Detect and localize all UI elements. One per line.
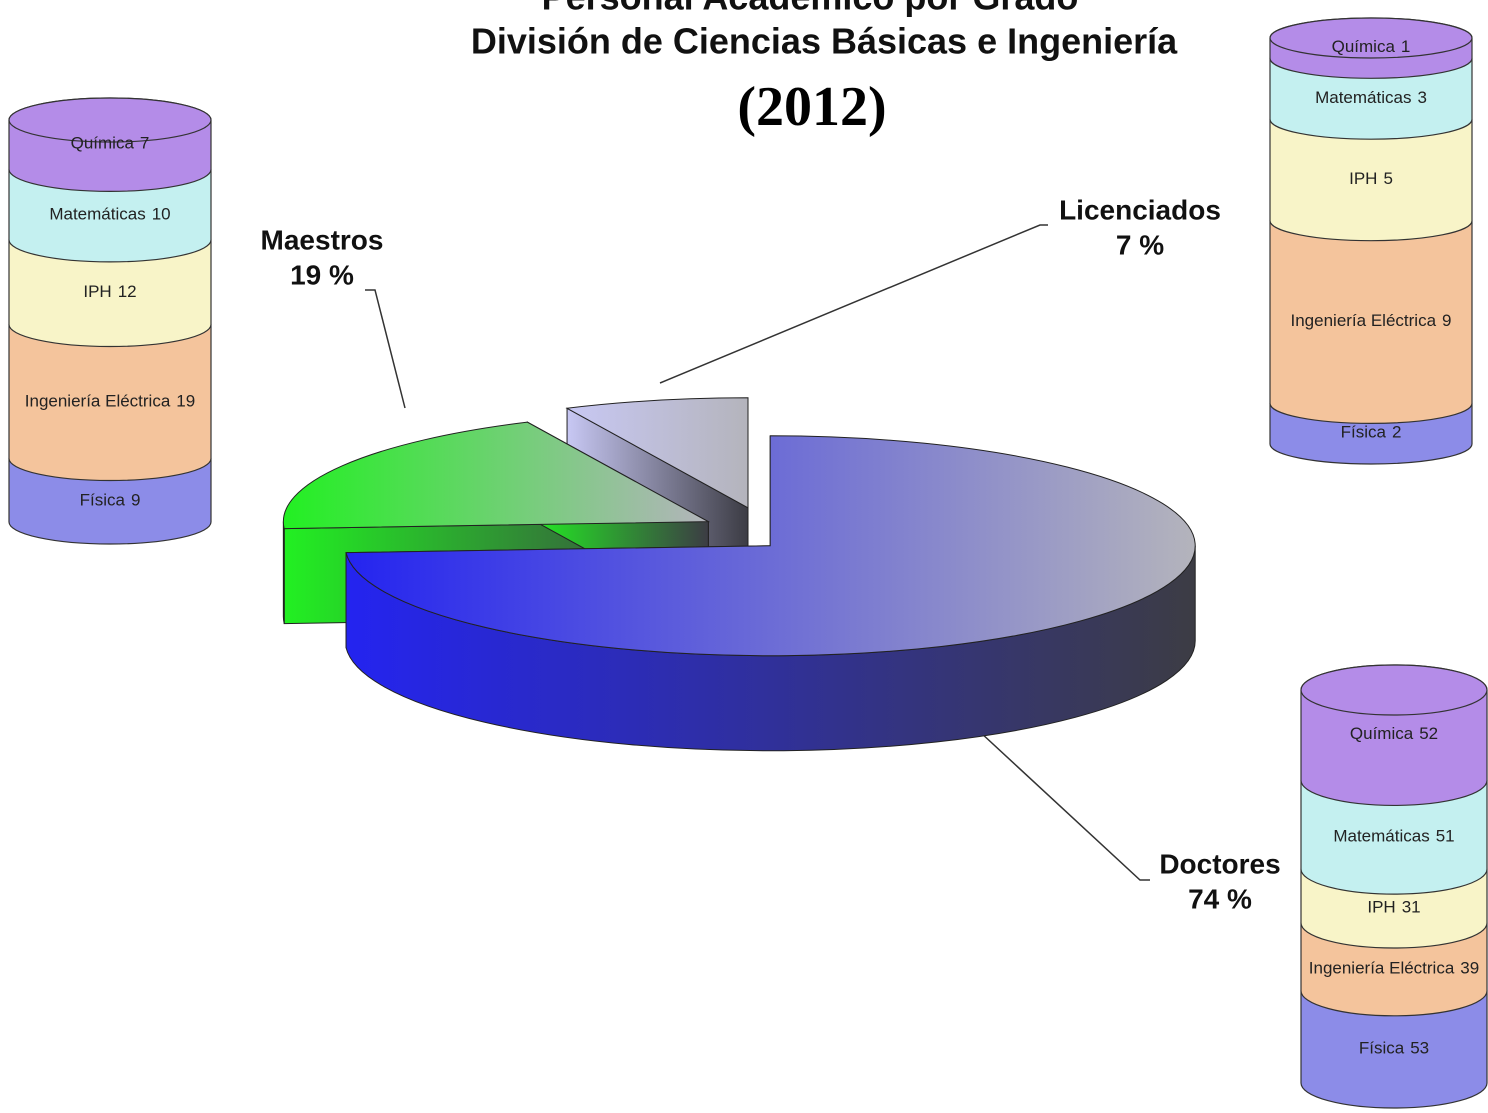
chart-title: Personal Académico por Grado (542, 0, 1079, 18)
segment-name: Física (1341, 423, 1387, 442)
pie-slice (282, 421, 711, 530)
segment-label: Ingeniería Eléctrica 9 (1291, 312, 1452, 331)
segment-name: Matemáticas (49, 205, 145, 224)
segment-value: 9 (1442, 312, 1451, 331)
slice-label: Maestros (261, 224, 384, 255)
segment-value: 9 (131, 491, 140, 510)
segment-name: Matemáticas (1315, 88, 1411, 107)
segment-value: 5 (1383, 169, 1392, 188)
segment-label: Física 53 (1359, 1039, 1429, 1058)
segment-name: Química (1332, 38, 1396, 57)
chart-subtitle: División de Ciencias Básicas e Ingenierí… (471, 21, 1178, 62)
segment-label: Química 7 (71, 134, 150, 153)
segment-value: 12 (118, 283, 137, 302)
segment-name: Ingeniería Eléctrica (25, 392, 171, 411)
segment-value: 3 (1417, 88, 1426, 107)
slice-value-label: 19 % (290, 259, 354, 290)
slice-label: Doctores (1159, 848, 1280, 879)
segment-label: Ingeniería Eléctrica 19 (25, 392, 195, 411)
slice-label: Licenciados (1059, 194, 1221, 225)
segment-label: Química 52 (1350, 725, 1438, 744)
segment-name: IPH (1367, 898, 1395, 917)
pie-slice (565, 397, 749, 509)
segment-name: Ingeniería Eléctrica (1291, 312, 1437, 331)
leader-line (365, 289, 406, 409)
segment-name: Física (1359, 1039, 1405, 1058)
segment-label: Matemáticas 3 (1315, 88, 1427, 107)
segment-value: 1 (1401, 38, 1410, 57)
segment-name: Física (80, 491, 126, 510)
segment-name: Ingeniería Eléctrica (1309, 959, 1455, 978)
segment-name: Química (1350, 725, 1414, 744)
segment-label: Matemáticas 10 (49, 205, 170, 224)
pie-slice (345, 435, 1196, 657)
segment-value: 51 (1436, 827, 1455, 846)
segment-value: 31 (1402, 898, 1421, 917)
segment-label: Física 9 (80, 491, 141, 510)
cylinder-cap (8, 97, 212, 143)
segment-value: 52 (1419, 725, 1438, 744)
segment-label: Ingeniería Eléctrica 39 (1309, 959, 1479, 978)
segment-label: Matemáticas 51 (1333, 827, 1454, 846)
segment-name: Matemáticas (1333, 827, 1429, 846)
slice-value-label: 74 % (1188, 883, 1252, 914)
segment-label: IPH 31 (1367, 898, 1420, 917)
segment-label: IPH 12 (83, 283, 136, 302)
leader-line (979, 731, 1150, 881)
segment-value: 19 (176, 392, 195, 411)
chart-caption: (2012) (737, 76, 886, 138)
segment-label: Química 1 (1332, 38, 1411, 57)
cylinder-cap (1269, 17, 1473, 59)
segment-value: 39 (1460, 959, 1479, 978)
segment-label: Física 2 (1341, 423, 1402, 442)
segment-value: 2 (1392, 423, 1401, 442)
segment-value: 7 (140, 134, 149, 153)
slice-value-label: 7 % (1116, 229, 1164, 260)
pie-slice-side (282, 521, 285, 624)
leader-line (659, 224, 1048, 384)
cylinder-cap (1300, 664, 1488, 716)
segment-label: IPH 5 (1349, 169, 1393, 188)
segment-name: IPH (83, 283, 111, 302)
segment-value: 10 (152, 205, 171, 224)
segment-name: Química (71, 134, 135, 153)
segment-value: 53 (1410, 1039, 1429, 1058)
segment-name: IPH (1349, 169, 1377, 188)
